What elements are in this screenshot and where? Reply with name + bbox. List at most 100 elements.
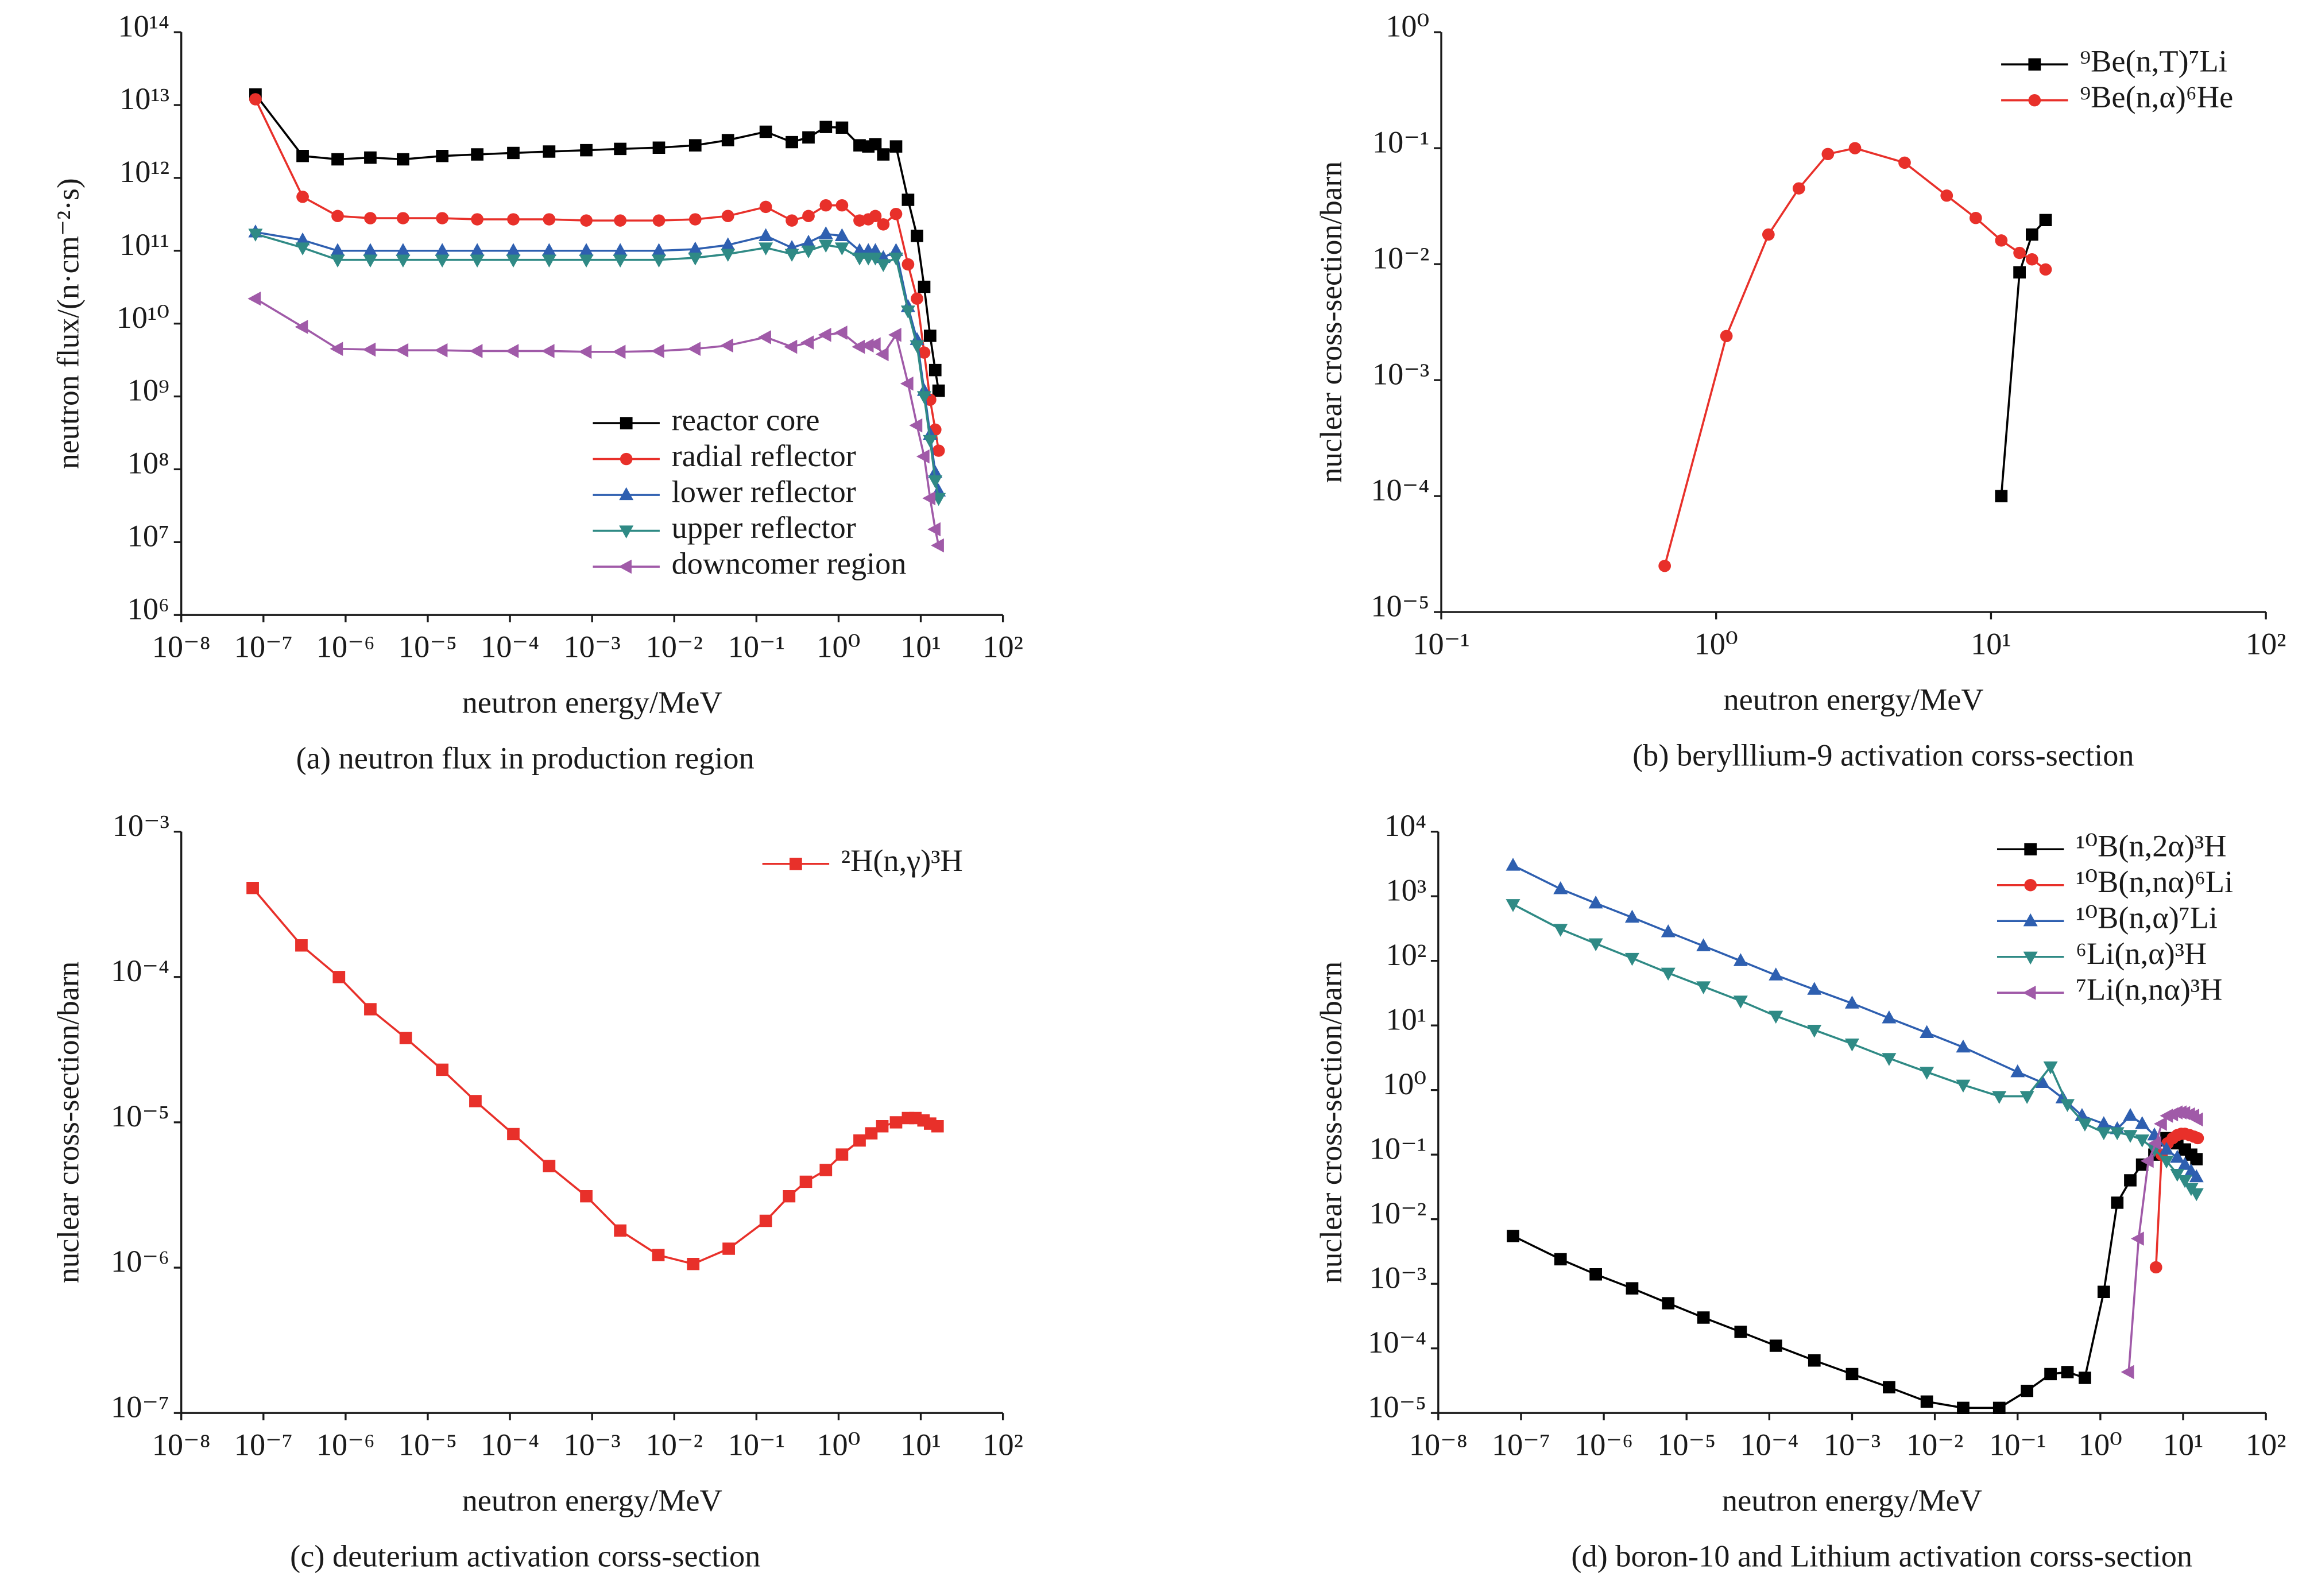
- y-tick-label: 10⁰: [1386, 9, 1429, 44]
- data-point: [759, 242, 773, 255]
- y-tick-label: 10¹¹: [119, 227, 169, 262]
- legend-label: ⁹Be(n,T)⁷Li: [2080, 44, 2227, 79]
- data-point: [1792, 182, 1805, 195]
- data-point: [436, 149, 449, 162]
- data-point: [2149, 1261, 2162, 1274]
- data-point: [1956, 1079, 1971, 1093]
- caption: (b) berylllium-9 activation corss-sectio…: [1632, 738, 2134, 773]
- data-point: [2148, 1136, 2161, 1150]
- series-line: [2000, 219, 2046, 497]
- legend-label: lower reflector: [672, 475, 856, 509]
- data-point: [1553, 924, 1568, 937]
- x-tick-label: 10¹: [2163, 1428, 2204, 1462]
- data-point: [1769, 1010, 1783, 1024]
- data-point: [860, 338, 874, 353]
- data-point: [396, 243, 411, 256]
- data-point: [818, 239, 833, 253]
- data-point: [471, 213, 483, 226]
- data-point: [923, 330, 937, 342]
- data-point: [922, 491, 936, 506]
- data-point: [799, 1175, 812, 1188]
- data-point: [901, 258, 915, 271]
- data-point: [888, 327, 901, 342]
- data-point: [918, 280, 931, 293]
- data-point: [721, 210, 734, 222]
- data-point: [435, 254, 450, 268]
- data-point: [1626, 1282, 1639, 1295]
- data-point: [888, 252, 903, 266]
- data-point: [1589, 1268, 1602, 1281]
- data-point: [543, 213, 556, 226]
- data-point: [889, 207, 903, 220]
- data-point: [580, 1190, 593, 1203]
- y-tick-label: 10⁻⁷: [111, 1390, 169, 1424]
- data-point: [2060, 1099, 2075, 1113]
- data-point: [2130, 1231, 2144, 1246]
- data-point: [2123, 1108, 2138, 1121]
- data-point: [1992, 1091, 2007, 1104]
- legend-label: radial reflector: [672, 439, 856, 473]
- legend-marker: [2028, 94, 2041, 107]
- data-point: [2025, 228, 2038, 241]
- data-point: [543, 145, 556, 158]
- legend-label: ¹⁰B(n,nα)⁶Li: [2076, 865, 2233, 899]
- series-line: [1512, 1137, 2197, 1409]
- y-tick-label: 10⁻³: [1372, 357, 1429, 392]
- y-tick-label: 10⁻¹: [1372, 125, 1429, 160]
- legend-label: ²H(n,γ)³H: [841, 843, 963, 878]
- data-point: [911, 292, 923, 305]
- data-point: [1957, 1401, 1970, 1414]
- y-tick-label: 10³: [1386, 873, 1427, 908]
- data-point: [877, 218, 890, 231]
- x-tick-label: 10⁻²: [646, 630, 703, 664]
- data-point: [759, 228, 773, 241]
- data-point: [2170, 1168, 2185, 1182]
- x-axis-label: neutron energy/MeV: [462, 1483, 722, 1518]
- series-line: [252, 887, 938, 1265]
- x-tick-label: 10¹: [1971, 627, 2011, 661]
- data-point: [1808, 1354, 1821, 1367]
- data-point: [923, 435, 938, 448]
- legend-marker: [2022, 985, 2036, 1000]
- x-tick-label: 10⁰: [817, 630, 860, 664]
- data-point: [853, 1134, 866, 1147]
- x-tick-label: 10⁻⁵: [398, 630, 457, 664]
- data-point: [2010, 1064, 2025, 1078]
- data-point: [397, 153, 409, 166]
- data-point: [918, 346, 931, 359]
- data-point: [721, 237, 736, 250]
- data-point: [688, 213, 702, 226]
- data-point: [901, 193, 915, 206]
- data-point: [543, 1160, 556, 1172]
- data-point: [1995, 490, 2008, 502]
- y-tick-label: 10⁻⁵: [1371, 589, 1429, 623]
- x-tick-label: 10⁻⁶: [316, 630, 375, 664]
- data-point: [2039, 214, 2052, 227]
- data-point: [541, 344, 555, 358]
- data-point: [1662, 1297, 1675, 1310]
- data-point: [784, 249, 799, 262]
- data-point: [507, 146, 520, 160]
- data-point: [1969, 212, 1982, 224]
- data-point: [2153, 1117, 2167, 1131]
- data-point: [2124, 1174, 2137, 1187]
- data-point: [471, 148, 483, 161]
- data-point: [818, 226, 833, 239]
- chart-panel: 10⁻⁸ 10⁻⁷ 10⁻⁶ 10⁻⁵ 10⁻⁴ 10⁻³ 10⁻² 10⁻¹ 10⁰ 10¹ 10…: [1314, 808, 2286, 1573]
- data-point: [932, 444, 945, 457]
- data-point: [2111, 1196, 2124, 1209]
- data-point: [578, 344, 592, 359]
- y-tick-label: 10⁻³: [113, 808, 169, 843]
- data-point: [613, 243, 628, 256]
- data-point: [2189, 1112, 2203, 1127]
- x-tick-label: 10⁻¹: [1413, 627, 1469, 661]
- data-point: [395, 343, 409, 358]
- data-point: [1696, 938, 1711, 951]
- data-point: [1995, 234, 2008, 247]
- data-point: [877, 148, 890, 161]
- y-tick-label: 10⁰: [1383, 1067, 1426, 1101]
- data-point: [852, 339, 865, 354]
- data-point: [1506, 858, 1520, 871]
- x-tick-label: 10⁻⁸: [152, 630, 211, 664]
- data-point: [579, 243, 594, 256]
